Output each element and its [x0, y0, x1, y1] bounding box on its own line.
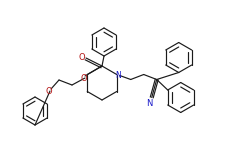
Text: O: O: [46, 86, 52, 95]
Text: O: O: [79, 52, 85, 62]
Text: O: O: [81, 74, 87, 82]
Text: N: N: [115, 71, 121, 80]
Text: N: N: [147, 99, 153, 108]
